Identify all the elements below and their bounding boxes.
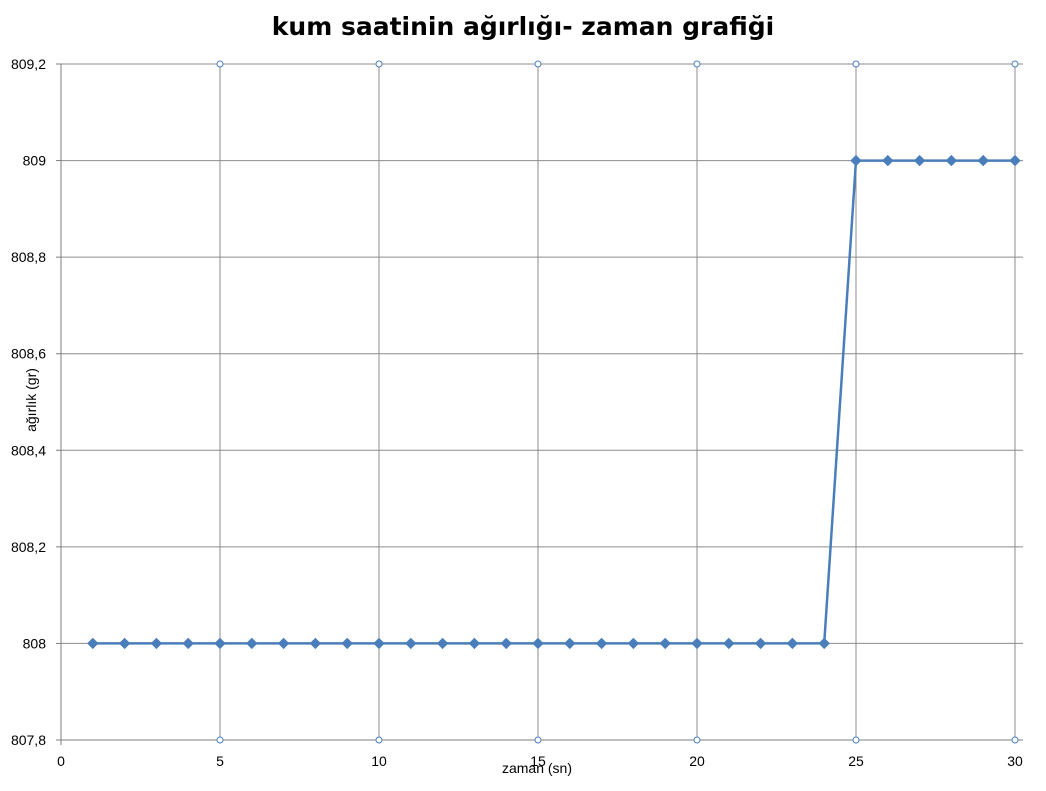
series-line xyxy=(92,159,1015,645)
gridline-end-marker xyxy=(852,60,860,68)
x-tick-label: 5 xyxy=(216,753,224,769)
data-point xyxy=(309,637,322,650)
gridline-end-marker xyxy=(216,736,224,744)
data-point xyxy=(436,637,449,650)
x-tick-label: 0 xyxy=(57,753,65,769)
data-point xyxy=(659,637,671,650)
data-point xyxy=(468,637,481,650)
data-point xyxy=(754,637,767,650)
data-point xyxy=(564,637,576,650)
gridline-end-marker xyxy=(216,60,224,68)
data-point xyxy=(150,637,163,650)
data-point xyxy=(246,637,258,650)
gridline-end-marker xyxy=(534,736,542,744)
y-tick-label: 809,2 xyxy=(11,56,46,72)
data-point xyxy=(882,154,894,167)
data-point xyxy=(786,637,799,650)
data-point xyxy=(723,637,735,650)
data-point xyxy=(405,637,417,650)
data-point xyxy=(691,637,703,650)
x-tick-label: 15 xyxy=(530,753,546,769)
x-tick-label: 25 xyxy=(848,753,864,769)
data-point xyxy=(850,154,862,167)
y-axis-title: ağırlık (gr) xyxy=(23,368,39,432)
data-point xyxy=(182,637,194,650)
y-tick-label: 809 xyxy=(23,153,47,169)
data-point xyxy=(373,637,385,650)
data-point xyxy=(945,154,958,167)
data-point xyxy=(532,637,544,650)
data-point xyxy=(118,637,131,650)
gridline-end-marker xyxy=(375,736,383,744)
y-tick-label: 808,6 xyxy=(11,346,46,362)
y-tick-label: 808 xyxy=(23,635,47,651)
data-point xyxy=(214,637,226,650)
x-tick-label: 30 xyxy=(1007,753,1023,769)
data-point xyxy=(87,637,99,650)
gridline-end-marker xyxy=(1011,60,1019,68)
data-point xyxy=(341,637,353,650)
data-point xyxy=(818,637,830,650)
y-tick-label: 808,4 xyxy=(11,442,46,458)
data-point xyxy=(627,637,640,650)
data-point xyxy=(595,637,608,650)
gridline-end-marker xyxy=(534,60,542,68)
x-tick-label: 10 xyxy=(371,753,387,769)
gridline-end-marker xyxy=(693,736,701,744)
chart-title: kum saatinin ağırlığı- zaman grafiği xyxy=(271,12,775,41)
data-point xyxy=(500,637,512,650)
data-point xyxy=(913,154,926,167)
x-axis-title: zaman (sn) xyxy=(502,760,572,776)
gridline-end-marker xyxy=(852,736,860,744)
y-tick-label: 807,8 xyxy=(11,732,46,748)
gridline-end-marker xyxy=(693,60,701,68)
data-point xyxy=(1009,154,1021,167)
y-tick-label: 808,2 xyxy=(11,539,46,555)
gridline-end-marker xyxy=(1011,736,1019,744)
x-tick-label: 20 xyxy=(689,753,705,769)
data-point xyxy=(977,154,989,167)
data-point xyxy=(277,637,290,650)
gridline-end-marker xyxy=(375,60,383,68)
y-tick-label: 808,8 xyxy=(11,249,46,265)
